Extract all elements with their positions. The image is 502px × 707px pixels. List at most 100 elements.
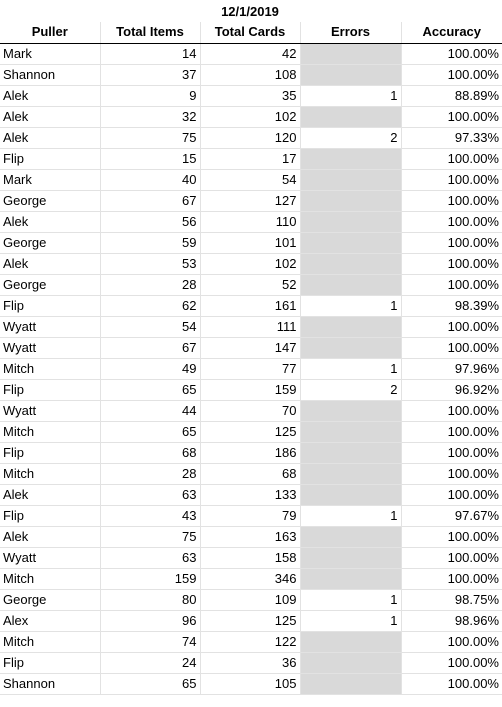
- cell-puller[interactable]: Flip: [0, 652, 101, 674]
- cell-accuracy[interactable]: 100.00%: [401, 442, 502, 464]
- cell-errors[interactable]: [300, 106, 402, 128]
- cell-total-items[interactable]: 80: [100, 589, 201, 611]
- cell-accuracy[interactable]: 100.00%: [401, 253, 502, 275]
- cell-errors[interactable]: [300, 316, 402, 338]
- cell-total-cards[interactable]: 35: [200, 85, 301, 107]
- cell-total-cards[interactable]: 147: [200, 337, 301, 359]
- cell-accuracy[interactable]: 98.75%: [401, 589, 502, 611]
- cell-total-cards[interactable]: 120: [200, 127, 301, 149]
- cell-puller[interactable]: George: [0, 232, 101, 254]
- cell-puller[interactable]: Flip: [0, 379, 101, 401]
- cell-puller[interactable]: Wyatt: [0, 547, 101, 569]
- cell-errors[interactable]: [300, 568, 402, 590]
- cell-total-cards[interactable]: 17: [200, 148, 301, 170]
- cell-total-items[interactable]: 65: [100, 673, 201, 695]
- cell-accuracy[interactable]: 100.00%: [401, 211, 502, 233]
- cell-errors[interactable]: [300, 673, 402, 695]
- cell-errors[interactable]: 2: [300, 379, 402, 401]
- cell-total-cards[interactable]: 111: [200, 316, 301, 338]
- cell-puller[interactable]: George: [0, 274, 101, 296]
- cell-puller[interactable]: Shannon: [0, 673, 101, 695]
- cell-errors[interactable]: [300, 64, 402, 86]
- cell-puller[interactable]: George: [0, 589, 101, 611]
- cell-accuracy[interactable]: 97.96%: [401, 358, 502, 380]
- cell-total-cards[interactable]: 54: [200, 169, 301, 191]
- cell-errors[interactable]: [300, 631, 402, 653]
- cell-total-cards[interactable]: 102: [200, 106, 301, 128]
- header-total-items[interactable]: Total Items: [100, 22, 201, 44]
- cell-errors[interactable]: [300, 274, 402, 296]
- cell-total-items[interactable]: 9: [100, 85, 201, 107]
- cell-total-items[interactable]: 53: [100, 253, 201, 275]
- cell-puller[interactable]: Wyatt: [0, 400, 101, 422]
- cell-total-cards[interactable]: 108: [200, 64, 301, 86]
- cell-total-cards[interactable]: 125: [200, 610, 301, 632]
- cell-total-items[interactable]: 37: [100, 64, 201, 86]
- cell-total-cards[interactable]: 122: [200, 631, 301, 653]
- cell-puller[interactable]: Alek: [0, 253, 101, 275]
- cell-puller[interactable]: Alek: [0, 211, 101, 233]
- cell-puller[interactable]: Flip: [0, 442, 101, 464]
- cell-total-items[interactable]: 56: [100, 211, 201, 233]
- cell-total-items[interactable]: 14: [100, 43, 201, 65]
- cell-puller[interactable]: Shannon: [0, 64, 101, 86]
- cell-accuracy[interactable]: 96.92%: [401, 379, 502, 401]
- cell-puller[interactable]: Mitch: [0, 421, 101, 443]
- cell-puller[interactable]: Mark: [0, 43, 101, 65]
- cell-errors[interactable]: [300, 652, 402, 674]
- cell-accuracy[interactable]: 100.00%: [401, 400, 502, 422]
- cell-total-items[interactable]: 59: [100, 232, 201, 254]
- cell-total-cards[interactable]: 101: [200, 232, 301, 254]
- cell-errors[interactable]: [300, 337, 402, 359]
- cell-total-items[interactable]: 28: [100, 274, 201, 296]
- cell-total-cards[interactable]: 109: [200, 589, 301, 611]
- cell-errors[interactable]: [300, 442, 402, 464]
- cell-total-cards[interactable]: 68: [200, 463, 301, 485]
- cell-accuracy[interactable]: 98.39%: [401, 295, 502, 317]
- cell-errors[interactable]: [300, 253, 402, 275]
- cell-puller[interactable]: Mitch: [0, 358, 101, 380]
- cell-errors[interactable]: [300, 169, 402, 191]
- header-total-cards[interactable]: Total Cards: [200, 22, 301, 44]
- cell-accuracy[interactable]: 100.00%: [401, 421, 502, 443]
- cell-errors[interactable]: [300, 148, 402, 170]
- cell-errors[interactable]: [300, 526, 402, 548]
- cell-total-items[interactable]: 159: [100, 568, 201, 590]
- cell-accuracy[interactable]: 100.00%: [401, 64, 502, 86]
- cell-total-items[interactable]: 32: [100, 106, 201, 128]
- cell-accuracy[interactable]: 100.00%: [401, 232, 502, 254]
- cell-accuracy[interactable]: 100.00%: [401, 547, 502, 569]
- cell-errors[interactable]: [300, 43, 402, 65]
- cell-accuracy[interactable]: 97.33%: [401, 127, 502, 149]
- cell-accuracy[interactable]: 100.00%: [401, 463, 502, 485]
- cell-accuracy[interactable]: 100.00%: [401, 43, 502, 65]
- cell-total-items[interactable]: 40: [100, 169, 201, 191]
- cell-total-cards[interactable]: 163: [200, 526, 301, 548]
- cell-puller[interactable]: Wyatt: [0, 337, 101, 359]
- cell-total-items[interactable]: 68: [100, 442, 201, 464]
- cell-accuracy[interactable]: 100.00%: [401, 106, 502, 128]
- cell-accuracy[interactable]: 100.00%: [401, 526, 502, 548]
- cell-accuracy[interactable]: 100.00%: [401, 631, 502, 653]
- cell-puller[interactable]: Wyatt: [0, 316, 101, 338]
- cell-total-items[interactable]: 15: [100, 148, 201, 170]
- cell-total-items[interactable]: 65: [100, 421, 201, 443]
- cell-puller[interactable]: Alek: [0, 85, 101, 107]
- header-errors[interactable]: Errors: [300, 22, 402, 44]
- cell-total-cards[interactable]: 161: [200, 295, 301, 317]
- cell-accuracy[interactable]: 98.96%: [401, 610, 502, 632]
- cell-puller[interactable]: Alek: [0, 127, 101, 149]
- cell-errors[interactable]: 1: [300, 358, 402, 380]
- cell-puller[interactable]: Flip: [0, 295, 101, 317]
- cell-errors[interactable]: 1: [300, 505, 402, 527]
- cell-total-cards[interactable]: 158: [200, 547, 301, 569]
- cell-total-items[interactable]: 67: [100, 337, 201, 359]
- cell-puller[interactable]: Mitch: [0, 568, 101, 590]
- cell-accuracy[interactable]: 100.00%: [401, 316, 502, 338]
- cell-puller[interactable]: Flip: [0, 505, 101, 527]
- cell-puller[interactable]: George: [0, 190, 101, 212]
- cell-errors[interactable]: [300, 400, 402, 422]
- date-cell[interactable]: 12/1/2019: [221, 4, 279, 19]
- cell-errors[interactable]: [300, 232, 402, 254]
- cell-accuracy[interactable]: 100.00%: [401, 337, 502, 359]
